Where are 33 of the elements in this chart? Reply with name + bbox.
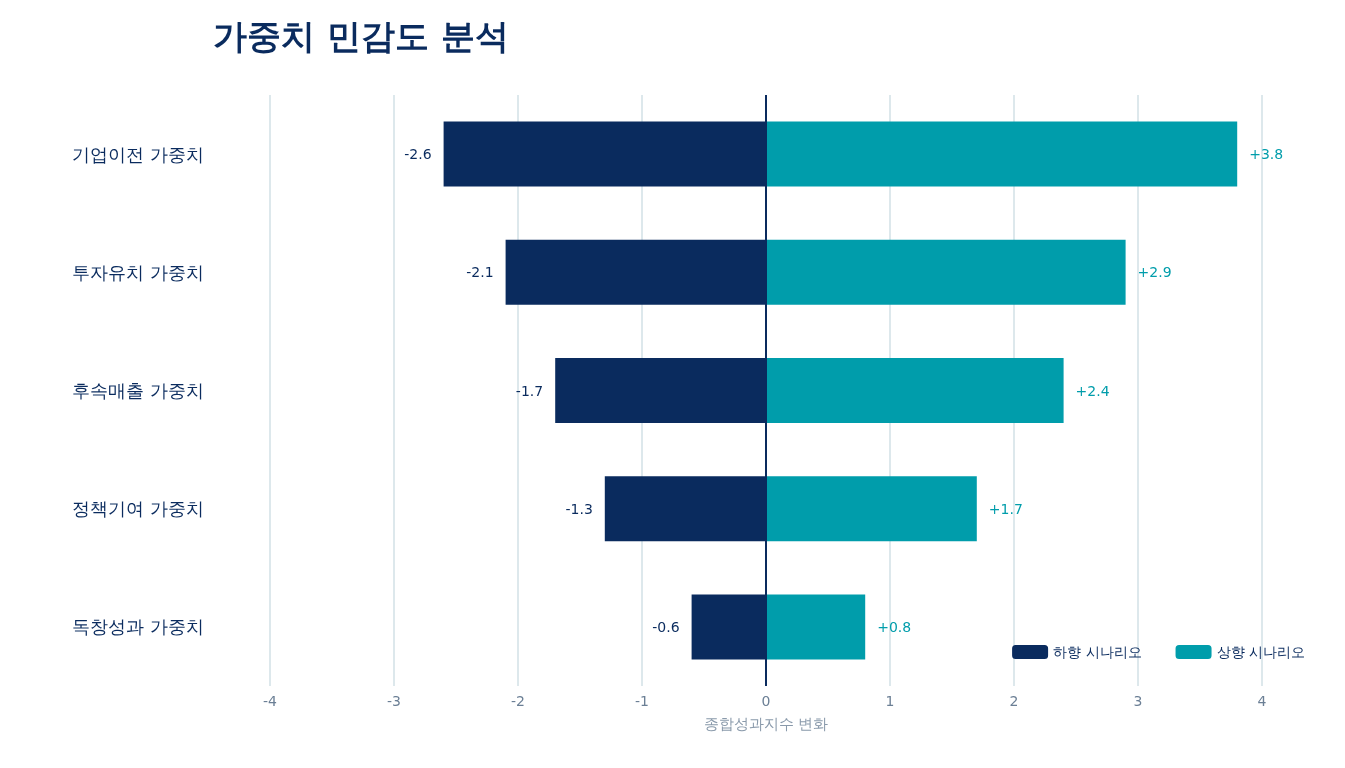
chart-title: 가중치 민감도 분석	[213, 16, 509, 56]
x-tick-label: -1	[635, 693, 649, 709]
data-label: +1.7	[988, 500, 1023, 517]
y-tick-label: 투자유치 가중치	[72, 261, 204, 283]
x-axis-title: 종합성과지수 변화	[703, 714, 829, 733]
legend-label: 하향 시나리오	[1053, 644, 1142, 660]
y-tick-label: 후속매출 가중치	[72, 380, 204, 401]
bar	[766, 358, 1064, 424]
bar	[766, 476, 977, 542]
x-tick-label: 3	[1133, 693, 1143, 709]
data-label: +0.8	[877, 618, 912, 635]
bar	[766, 239, 1126, 305]
x-tick-label: 0	[761, 693, 771, 709]
x-tick-label: -2	[511, 693, 525, 709]
data-label: -2.1	[466, 264, 494, 281]
y-tick-label: 기업이전 가중치	[72, 143, 204, 165]
bar	[766, 121, 1238, 187]
x-tick-label: 4	[1257, 693, 1267, 709]
legend-label: 상향 시나리오	[1216, 644, 1305, 660]
data-label: -1.3	[565, 500, 593, 517]
x-tick-label: -4	[263, 693, 278, 709]
x-tick-label: -3	[387, 693, 401, 709]
data-label: +2.4	[1075, 382, 1110, 399]
x-tick-label: 1	[885, 693, 895, 709]
data-label: -0.6	[652, 618, 680, 635]
bar	[766, 594, 866, 660]
data-label: +3.8	[1249, 146, 1284, 163]
y-tick-label: 독창성과 가중치	[72, 616, 204, 638]
x-tick-label: 2	[1009, 693, 1019, 709]
data-label: +2.9	[1137, 264, 1172, 281]
data-label: -2.6	[404, 146, 432, 163]
y-tick-label: 정책기여 가중치	[72, 498, 204, 520]
data-label: -1.7	[515, 382, 544, 399]
